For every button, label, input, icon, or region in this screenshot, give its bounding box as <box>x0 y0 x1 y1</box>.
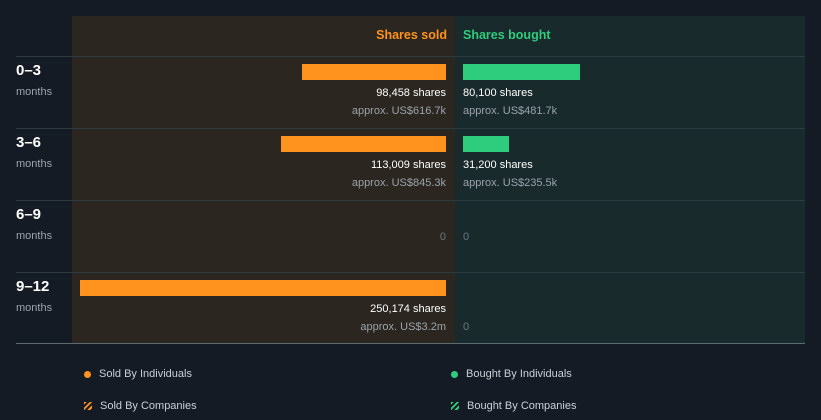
bought-value-label: approx. US$481.7k <box>463 105 558 117</box>
period-unit-label: months <box>16 158 53 170</box>
legend-item[interactable]: Bought By Companies <box>451 400 576 412</box>
sold-column-header: Shares sold <box>376 28 447 42</box>
sold-value-label: approx. US$3.2m <box>360 321 446 333</box>
row-separator <box>16 56 805 57</box>
legend-hatch-icon <box>84 402 92 410</box>
period-unit-label: months <box>16 86 53 98</box>
legend-dot-icon <box>451 370 458 378</box>
sold-shares-label: 113,009 shares <box>370 159 446 171</box>
bought-column-header: Shares bought <box>463 28 551 42</box>
row-separator <box>16 128 805 129</box>
sold-bar[interactable] <box>280 136 446 152</box>
period-label: 3–6 <box>16 134 42 151</box>
bought-shares-label: 80,100 shares <box>463 87 533 99</box>
legend-label: Bought By Individuals <box>466 368 572 380</box>
sold-shares-label: 98,458 shares <box>376 87 446 99</box>
legend-item[interactable]: Sold By Individuals <box>84 368 192 380</box>
period-label: 0–3 <box>16 62 42 79</box>
bought-value-label: approx. US$235.5k <box>463 177 558 189</box>
chart-baseline <box>16 343 805 344</box>
bought-zero-label: 0 <box>463 321 470 333</box>
sold-bar[interactable] <box>80 280 446 296</box>
period-unit-label: months <box>16 230 53 242</box>
period-unit-label: months <box>16 302 53 314</box>
bought-shares-label: 31,200 shares <box>463 159 533 171</box>
bought-bar[interactable] <box>463 136 509 152</box>
sold-bar[interactable] <box>301 64 446 80</box>
legend-dot-icon <box>84 370 91 378</box>
sold-zero-label: 0 <box>439 231 446 243</box>
sold-shares-label: 250,174 shares <box>370 303 446 315</box>
legend-item[interactable]: Bought By Individuals <box>451 368 572 380</box>
sold-value-label: approx. US$845.3k <box>351 177 446 189</box>
row-separator <box>16 200 805 201</box>
bought-zero-label: 0 <box>463 231 470 243</box>
row-separator <box>16 272 805 273</box>
bought-bar[interactable] <box>463 64 581 80</box>
legend-label: Sold By Companies <box>100 400 197 412</box>
legend-hatch-icon <box>451 402 459 410</box>
sold-value-label: approx. US$616.7k <box>351 105 446 117</box>
legend-label: Bought By Companies <box>467 400 577 412</box>
legend-item[interactable]: Sold By Companies <box>84 400 197 412</box>
legend-label: Sold By Individuals <box>99 368 192 380</box>
period-label: 9–12 <box>16 278 50 295</box>
period-label: 6–9 <box>16 206 42 223</box>
